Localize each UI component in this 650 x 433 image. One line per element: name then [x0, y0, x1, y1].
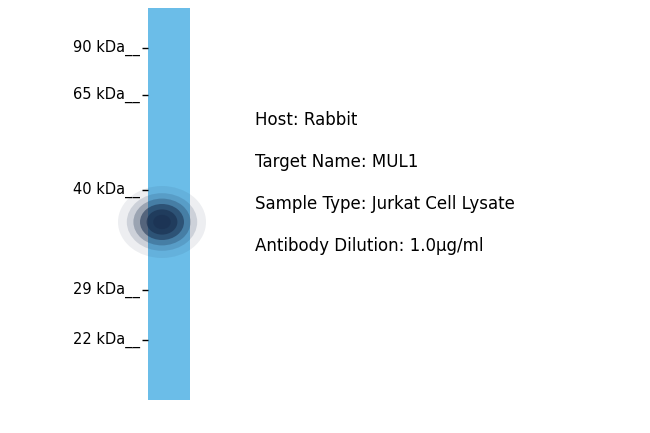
- Text: 22 kDa__: 22 kDa__: [73, 332, 140, 348]
- Text: 65 kDa__: 65 kDa__: [73, 87, 140, 103]
- Bar: [148, 8, 190, 400]
- Ellipse shape: [127, 193, 197, 251]
- Text: 90 kDa__: 90 kDa__: [73, 40, 140, 56]
- Text: 29 kDa__: 29 kDa__: [73, 282, 140, 298]
- Text: 40 kDa__: 40 kDa__: [73, 182, 140, 198]
- Text: Host: Rabbit: Host: Rabbit: [255, 111, 358, 129]
- Ellipse shape: [140, 204, 184, 240]
- Text: Antibody Dilution: 1.0µg/ml: Antibody Dilution: 1.0µg/ml: [255, 237, 484, 255]
- Ellipse shape: [147, 210, 177, 235]
- Ellipse shape: [118, 186, 206, 258]
- Ellipse shape: [133, 199, 190, 246]
- Text: Target Name: MUL1: Target Name: MUL1: [255, 153, 419, 171]
- Ellipse shape: [153, 215, 171, 229]
- Text: Sample Type: Jurkat Cell Lysate: Sample Type: Jurkat Cell Lysate: [255, 195, 515, 213]
